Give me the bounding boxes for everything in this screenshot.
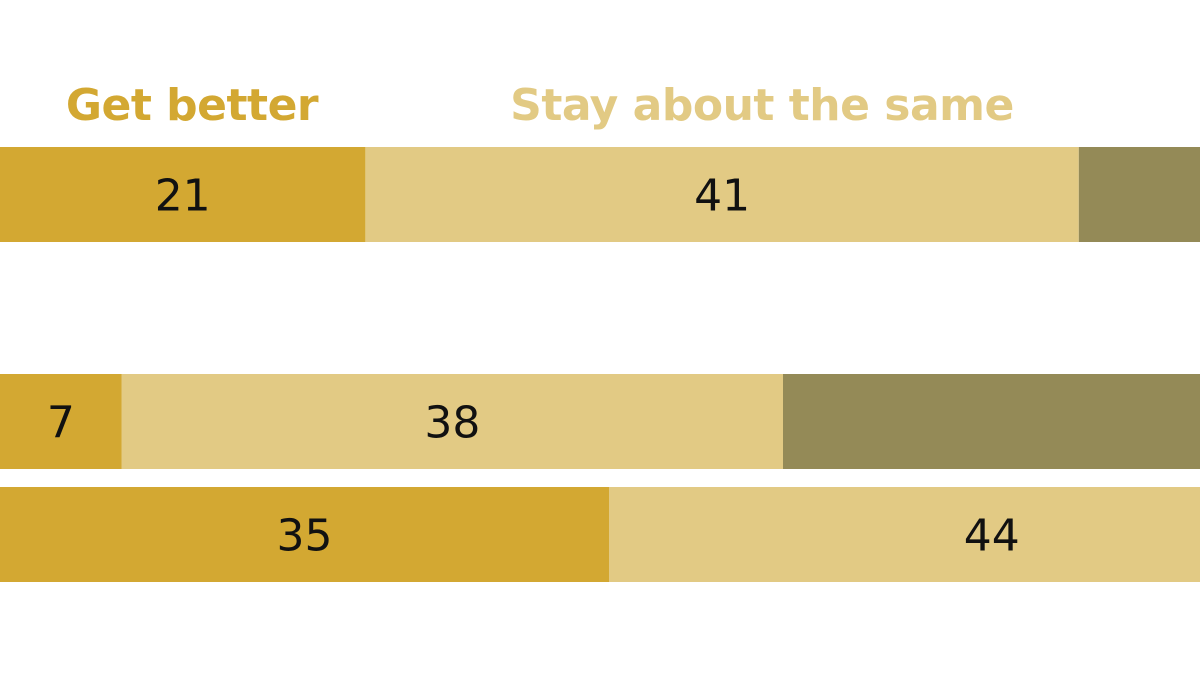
bar-row2-series2	[121, 374, 784, 469]
data-label-row3-series1: 35	[277, 511, 333, 562]
bar-row1-series3	[1078, 147, 1200, 242]
bars	[0, 147, 1200, 582]
data-label-row2-series1: 7	[47, 398, 75, 449]
bar-row1-series1	[0, 147, 366, 242]
bar-row1-series2	[365, 147, 1079, 242]
data-label-row1-series2: 41	[694, 171, 750, 222]
bar-row3-series2	[609, 487, 1200, 582]
bar-row2-series1	[0, 374, 122, 469]
legend-get-better: Get better	[66, 80, 319, 131]
data-label-row2-series2: 38	[424, 398, 480, 449]
value-labels: 21 41 7 38 35 44	[47, 171, 1020, 562]
bar-row2-series3	[783, 374, 1200, 469]
data-label-row3-series2: 44	[964, 511, 1020, 562]
legend: Get better Stay about the same	[66, 80, 1015, 131]
bar-row3-series1	[0, 487, 609, 582]
legend-stay-about-the-same: Stay about the same	[510, 80, 1014, 131]
data-label-row1-series1: 21	[155, 171, 211, 222]
